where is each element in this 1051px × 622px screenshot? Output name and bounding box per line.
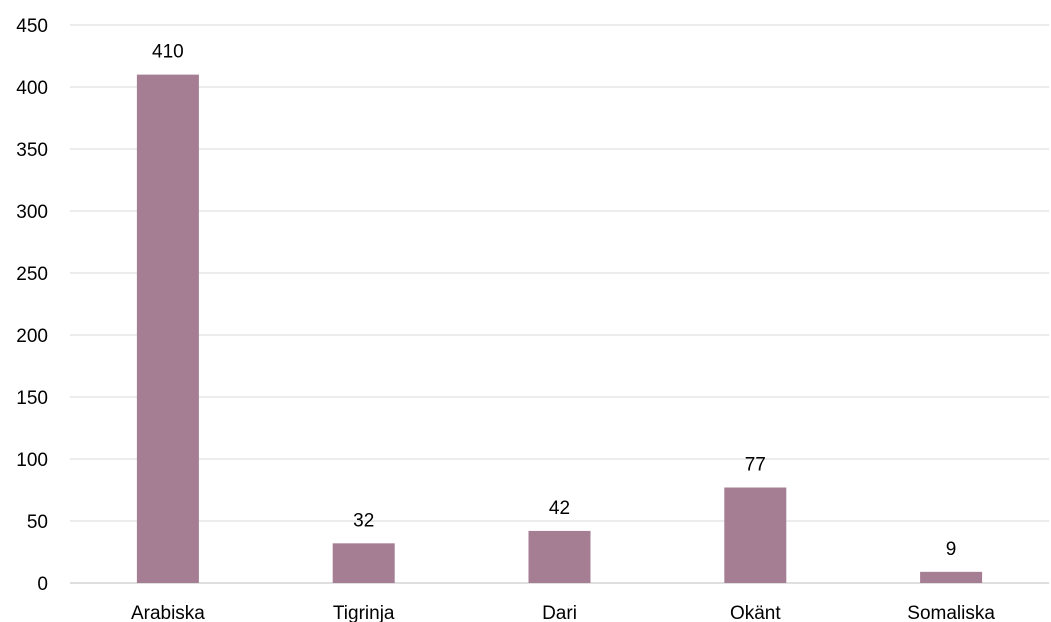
data-label: 410: [152, 42, 184, 63]
y-tick-label: 0: [37, 574, 48, 595]
data-label: 77: [745, 455, 766, 476]
x-axis-tick-labels: Arabiska Tigrinja Dari Okänt Somaliska: [131, 603, 995, 622]
x-tick-label: Arabiska: [131, 603, 205, 622]
data-label: 9: [946, 539, 957, 560]
x-tick-label: Somaliska: [907, 603, 995, 622]
data-label: 32: [353, 510, 374, 531]
x-tick-label: Okänt: [730, 603, 781, 622]
x-tick-label: Dari: [542, 603, 577, 622]
y-tick-label: 200: [16, 326, 48, 347]
y-tick-label: 250: [16, 264, 48, 285]
bar-dari: [528, 530, 591, 583]
y-tick-label: 300: [16, 202, 48, 223]
bar-arabiska: [136, 74, 199, 583]
bar-tigrinja: [332, 543, 395, 583]
data-label: 42: [549, 498, 570, 519]
data-labels: 410 32 42 77 9: [152, 42, 956, 560]
y-tick-label: 100: [16, 450, 48, 471]
x-tick-label: Tigrinja: [333, 603, 395, 622]
y-tick-label: 450: [16, 16, 48, 37]
y-tick-label: 50: [27, 512, 48, 533]
gridlines: [70, 24, 1049, 584]
y-axis-tick-labels: 0 50 100 150 200 250 300 350 400 450: [16, 16, 48, 595]
bar-okänt: [724, 487, 787, 583]
y-tick-label: 400: [16, 78, 48, 99]
y-tick-label: 150: [16, 388, 48, 409]
y-tick-label: 350: [16, 140, 48, 161]
bar-somaliska: [920, 571, 983, 583]
bars: [136, 74, 983, 583]
